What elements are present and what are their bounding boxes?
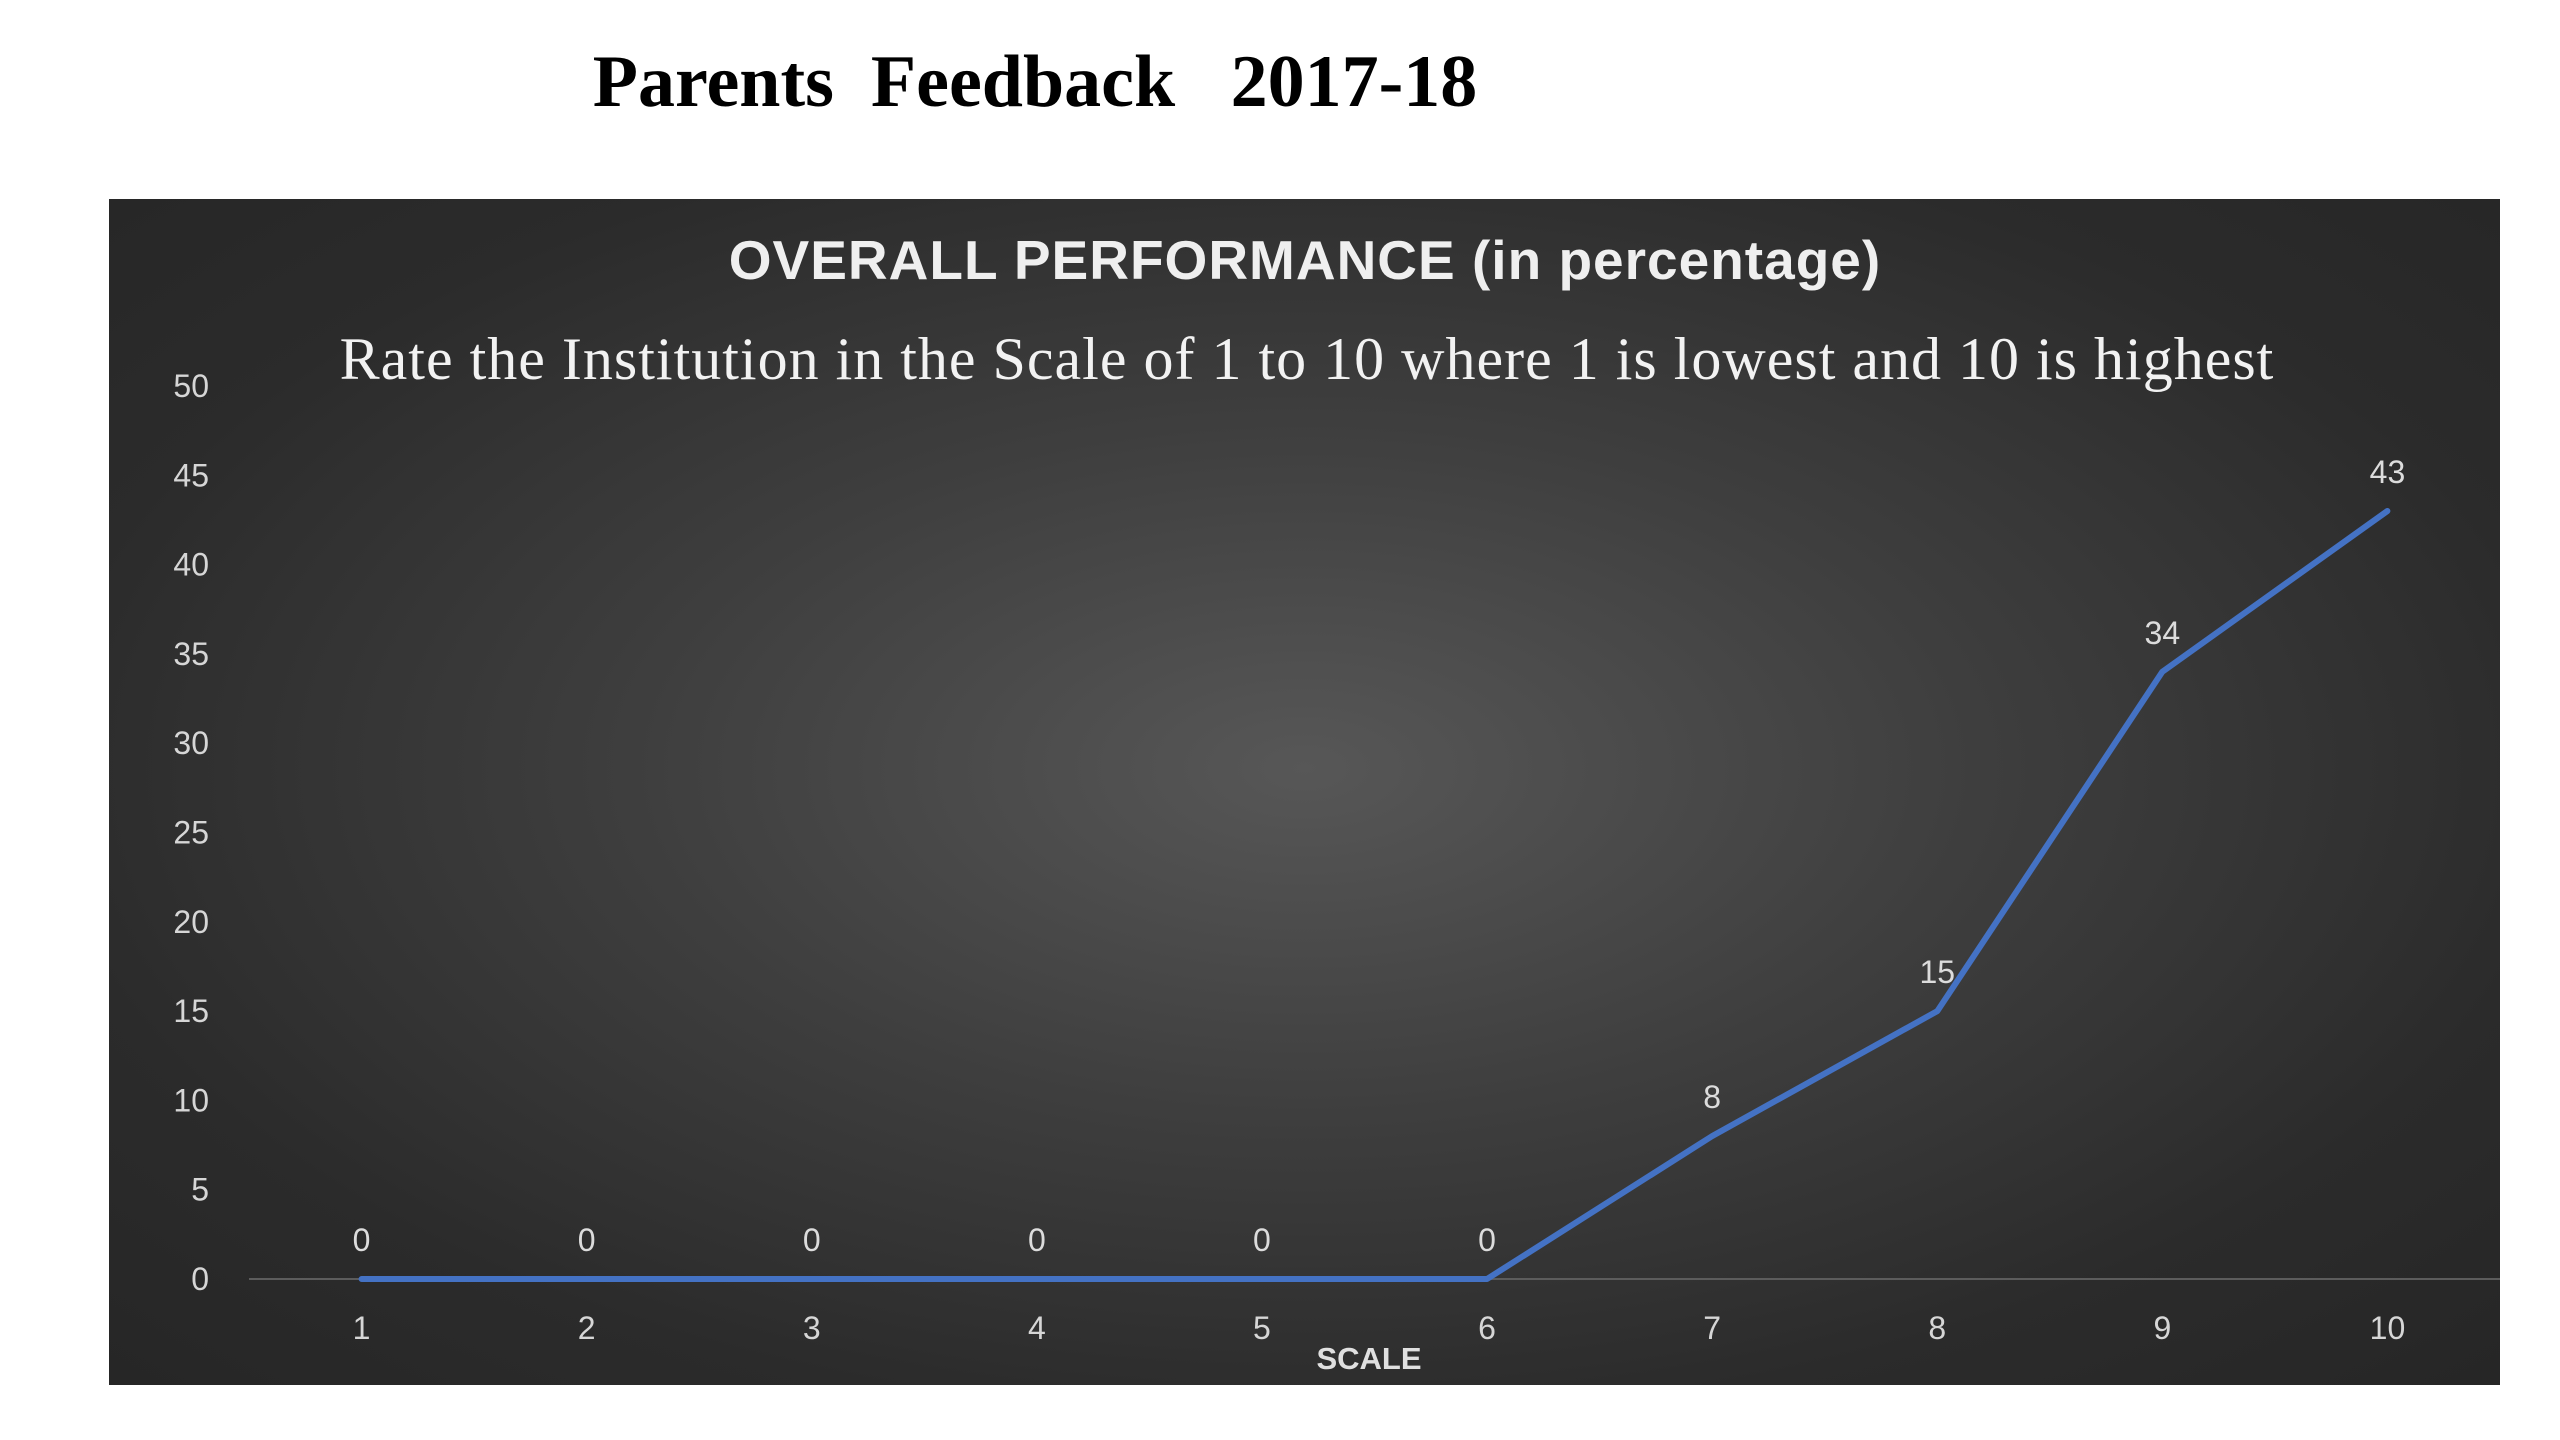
y-tick-label: 45 bbox=[173, 457, 209, 493]
data-label: 15 bbox=[1919, 954, 1955, 990]
y-tick-label: 30 bbox=[173, 725, 209, 761]
x-tick-label: 9 bbox=[2153, 1310, 2171, 1346]
data-label: 34 bbox=[2145, 615, 2181, 651]
y-tick-label: 15 bbox=[173, 993, 209, 1029]
data-point bbox=[809, 1277, 814, 1281]
x-tick-label: 1 bbox=[353, 1310, 371, 1346]
data-point bbox=[1935, 1009, 1940, 1014]
y-tick-label: 5 bbox=[191, 1172, 209, 1208]
x-tick-label: 3 bbox=[803, 1310, 821, 1346]
x-tick-label: 4 bbox=[1028, 1310, 1046, 1346]
data-label: 0 bbox=[803, 1222, 821, 1258]
y-tick-label: 50 bbox=[173, 368, 209, 404]
data-label: 43 bbox=[2370, 454, 2406, 490]
chart-title: OVERALL PERFORMANCE (in percentage) bbox=[729, 229, 1881, 291]
data-label: 0 bbox=[353, 1222, 371, 1258]
y-tick-label: 35 bbox=[173, 636, 209, 672]
x-tick-label: 10 bbox=[2370, 1310, 2406, 1346]
y-tick-label: 10 bbox=[173, 1082, 209, 1118]
x-axis-title: SCALE bbox=[1316, 1341, 1421, 1376]
data-label: 0 bbox=[1478, 1222, 1496, 1258]
data-label: 0 bbox=[1253, 1222, 1271, 1258]
x-tick-label: 7 bbox=[1703, 1310, 1721, 1346]
data-label: 0 bbox=[1028, 1222, 1046, 1258]
data-label: 8 bbox=[1703, 1079, 1721, 1115]
data-point bbox=[1034, 1277, 1039, 1281]
page-heading: Parents Feedback 2017-18 bbox=[592, 41, 1478, 123]
data-point bbox=[2160, 669, 2165, 674]
series-line bbox=[358, 508, 2391, 1282]
y-tick-label: 0 bbox=[191, 1261, 209, 1297]
x-tick-label: 6 bbox=[1478, 1310, 1496, 1346]
data-point bbox=[359, 1277, 364, 1281]
data-label: 0 bbox=[578, 1222, 596, 1258]
chart-panel: OVERALL PERFORMANCE (in percentage) Rate… bbox=[109, 199, 2500, 1385]
chart-subtitle: Rate the Institution in the Scale of 1 t… bbox=[340, 326, 2275, 392]
y-tick-label: 25 bbox=[173, 815, 209, 851]
line-chart: OVERALL PERFORMANCE (in percentage) Rate… bbox=[173, 229, 2500, 1376]
data-point bbox=[1710, 1134, 1715, 1139]
y-tick-label: 20 bbox=[173, 904, 209, 940]
x-tick-label: 5 bbox=[1253, 1310, 1271, 1346]
x-tick-label: 2 bbox=[578, 1310, 596, 1346]
data-point bbox=[584, 1277, 589, 1281]
data-point bbox=[2385, 509, 2390, 514]
y-tick-label: 40 bbox=[173, 547, 209, 583]
data-point bbox=[1485, 1277, 1490, 1281]
data-point bbox=[1259, 1277, 1264, 1281]
x-tick-label: 8 bbox=[1928, 1310, 1946, 1346]
